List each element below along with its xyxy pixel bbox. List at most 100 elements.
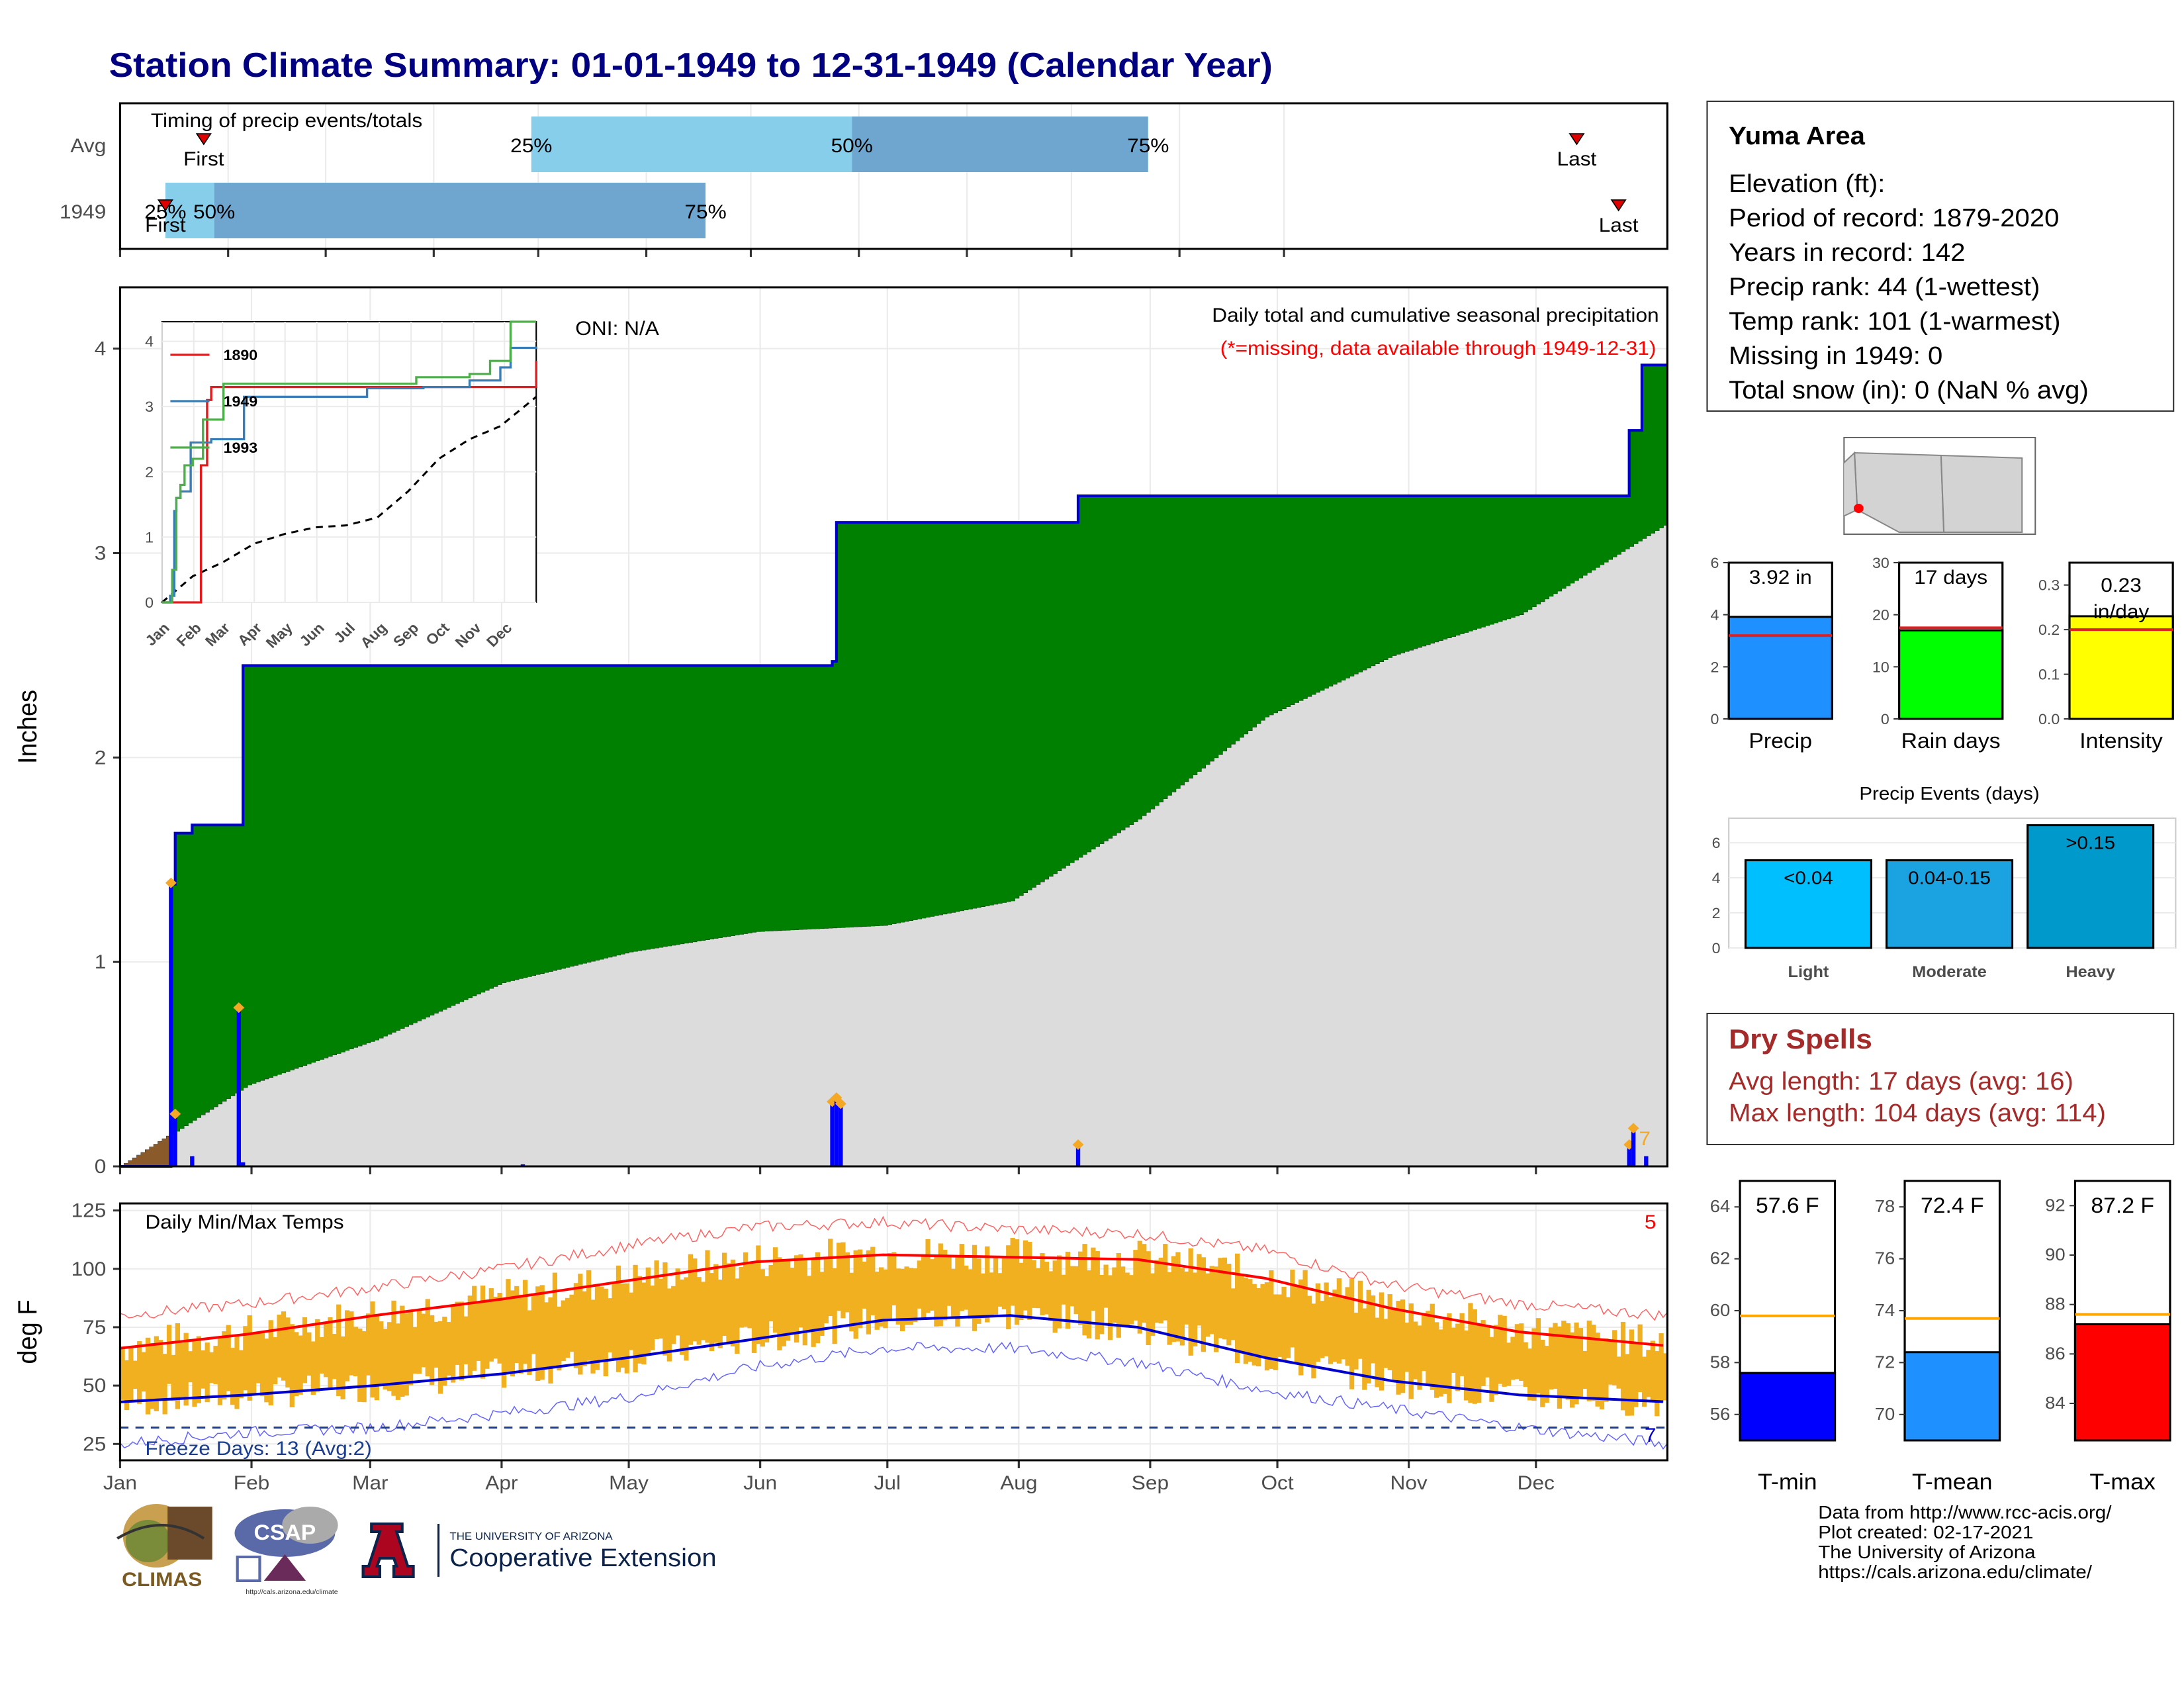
timing-panel-label: Timing of precip events/totals xyxy=(151,109,422,132)
temps-daily-range xyxy=(841,1242,846,1319)
month-axis-label: Jun xyxy=(743,1472,777,1494)
temps-daily-range xyxy=(1349,1278,1355,1389)
temps-daily-range xyxy=(684,1277,689,1361)
temps-daily-range xyxy=(323,1323,329,1378)
temp-bar-ytick-label: 76 xyxy=(1875,1248,1895,1268)
temps-daily-range xyxy=(925,1239,931,1313)
temps-daily-range xyxy=(629,1292,634,1350)
temps-daily-range xyxy=(573,1283,579,1368)
temps-daily-range xyxy=(844,1252,850,1313)
temps-daily-range xyxy=(853,1250,858,1339)
temp-bar-ytick-label: 92 xyxy=(2045,1196,2066,1215)
summary-bar-value xyxy=(1727,616,1833,720)
temps-daily-range xyxy=(1332,1289,1338,1362)
precip-heading: Daily total and cumulative seasonal prec… xyxy=(1212,304,1659,326)
temps-daily-range xyxy=(1404,1323,1410,1372)
temps-daily-range xyxy=(1659,1333,1664,1402)
temps-daily-range xyxy=(1502,1315,1507,1387)
temps-daily-range xyxy=(365,1313,371,1376)
precip-ytick-label: 4 xyxy=(95,337,107,359)
temps-daily-range xyxy=(717,1280,723,1348)
temps-daily-range xyxy=(1023,1240,1028,1311)
temps-daily-range xyxy=(302,1317,308,1383)
temps-daily-range xyxy=(1197,1254,1202,1326)
temps-daily-range xyxy=(650,1286,655,1350)
temps-daily-range xyxy=(1290,1270,1295,1348)
temps-daily-range xyxy=(1027,1242,1032,1320)
temps-daily-range xyxy=(934,1255,939,1327)
temps-daily-range xyxy=(459,1301,465,1381)
temps-daily-range xyxy=(1188,1248,1193,1356)
temps-daily-range xyxy=(175,1323,180,1409)
temps-daily-range xyxy=(904,1266,909,1325)
temps-daily-range xyxy=(391,1300,396,1396)
footer-university: The University of Arizona xyxy=(1818,1541,2036,1562)
temps-daily-range xyxy=(213,1346,218,1385)
temps-daily-range xyxy=(510,1290,515,1377)
temp-bar-value-text: 87.2 F xyxy=(2091,1194,2154,1217)
temps-daily-range xyxy=(658,1278,664,1339)
map-new-mexico xyxy=(1940,454,2023,533)
temps-daily-range xyxy=(1269,1270,1274,1369)
inset-legend-label: 1890 xyxy=(224,348,258,363)
precip-daily-marker xyxy=(835,1098,846,1109)
temps-daily-range xyxy=(158,1340,163,1401)
temps-daily-range xyxy=(739,1267,744,1328)
ua-logo: THE UNIVERSITY OF ARIZONA Cooperative Ex… xyxy=(361,1523,717,1578)
temps-daily-range xyxy=(891,1252,897,1306)
temps-daily-range xyxy=(400,1305,405,1397)
temps-daily-range xyxy=(578,1274,583,1375)
temps-daily-range xyxy=(599,1286,604,1362)
temp-bar-ytick-label: 72 xyxy=(1875,1352,1895,1372)
temps-daily-range xyxy=(1510,1336,1516,1380)
temps-daily-range xyxy=(980,1273,985,1319)
summary-bar-value-text: 3.92 in xyxy=(1749,566,1812,588)
month-axis-label: Jul xyxy=(874,1472,901,1494)
temps-daily-range xyxy=(1031,1260,1036,1308)
temps-daily-range xyxy=(319,1336,324,1374)
temps-daily-range xyxy=(675,1268,680,1336)
temps-daily-range xyxy=(430,1315,435,1385)
inset-ytick-label: 1 xyxy=(145,530,154,545)
temps-daily-range xyxy=(433,1321,439,1368)
precip-daily-bar xyxy=(1644,1156,1649,1166)
temps-panel-label: Daily Min/Max Temps xyxy=(145,1211,343,1233)
temps-daily-range xyxy=(281,1311,287,1381)
temps-daily-range xyxy=(1484,1326,1490,1378)
temps-daily-range xyxy=(929,1259,935,1311)
temps-daily-range xyxy=(1599,1339,1605,1410)
inset-normal-line xyxy=(161,396,537,604)
footer-created: Plot created: 02-17-2021 xyxy=(1818,1521,2034,1542)
temps-daily-range xyxy=(569,1294,574,1352)
temps-daily-range xyxy=(1069,1266,1075,1307)
summary-bar-label: Precip xyxy=(1749,729,1812,753)
temps-daily-range xyxy=(849,1272,854,1332)
temps-daily-range xyxy=(1629,1329,1634,1416)
temps-daily-range xyxy=(1294,1287,1299,1363)
temp-bar-ytick-label: 88 xyxy=(2045,1294,2066,1313)
temps-daily-range xyxy=(1044,1261,1050,1315)
temps-daily-range xyxy=(141,1352,146,1392)
temps-daily-range xyxy=(1078,1251,1083,1325)
temps-daily-range xyxy=(726,1263,731,1342)
temps-daily-range xyxy=(654,1260,659,1340)
info-precip-rank: Precip rank: 44 (1-wettest) xyxy=(1729,274,2040,302)
temps-daily-range xyxy=(1604,1338,1609,1402)
precip-daily-bar xyxy=(190,1156,195,1166)
temps-daily-range xyxy=(179,1342,185,1397)
temp-bar-ytick-label: 84 xyxy=(2045,1393,2066,1413)
temps-daily-range xyxy=(883,1269,888,1329)
precip-y-axis-title: Inches xyxy=(13,690,42,764)
temps-daily-range xyxy=(1396,1301,1401,1395)
temps-daily-range xyxy=(1230,1288,1236,1340)
info-temp-rank: Temp rank: 101 (1-warmest) xyxy=(1729,308,2061,336)
temps-daily-range xyxy=(1209,1266,1214,1335)
timing-marker-last xyxy=(1610,199,1627,212)
temps-daily-range xyxy=(696,1277,702,1345)
temps-daily-range xyxy=(132,1360,138,1389)
temp-bar-ytick-label: 58 xyxy=(1710,1352,1731,1372)
temps-daily-range xyxy=(955,1257,960,1327)
temps-daily-range xyxy=(1434,1322,1439,1398)
precip-daily-bar xyxy=(1627,1146,1631,1166)
csap-logo-url: http://cals.arizona.edu/climate xyxy=(246,1589,338,1596)
